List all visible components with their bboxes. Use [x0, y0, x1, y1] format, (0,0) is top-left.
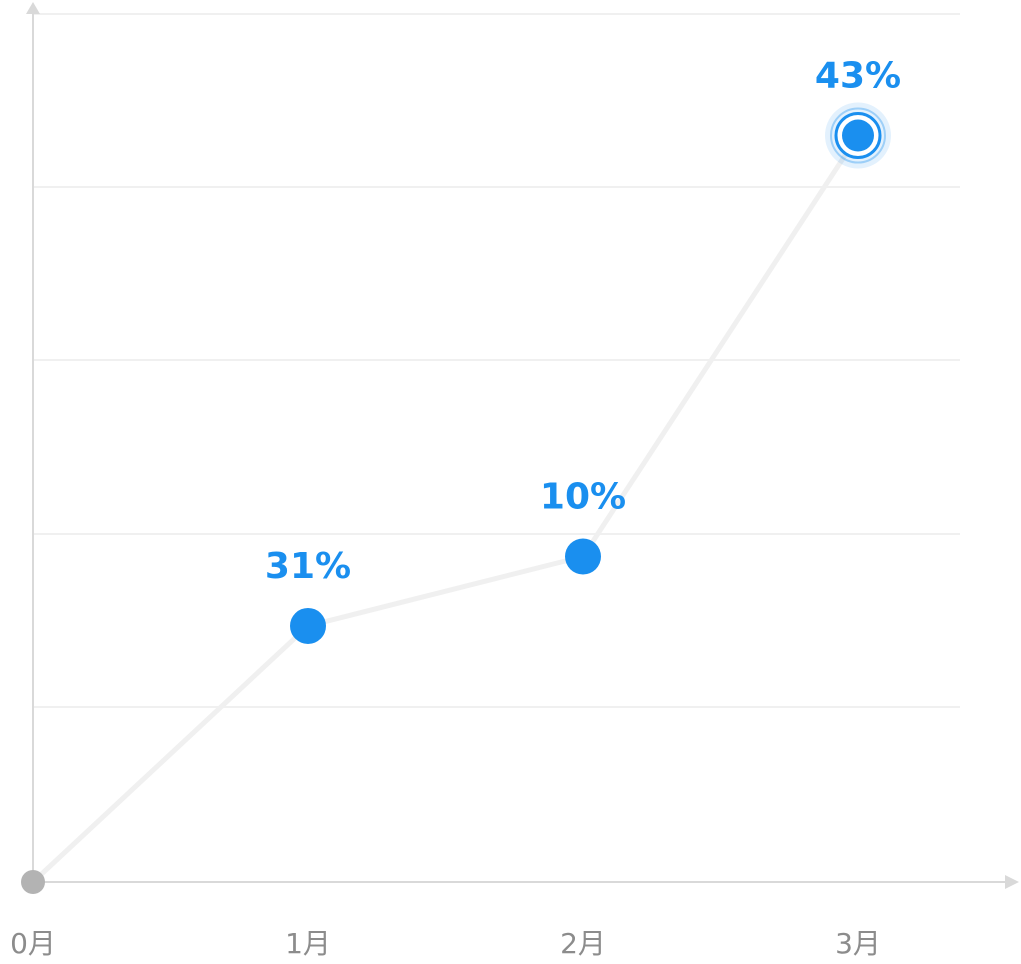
- x-tick-label-2: 2月: [560, 927, 606, 960]
- x-axis-arrow-icon: [1005, 875, 1019, 889]
- data-label-3月: 43%: [815, 56, 901, 97]
- data-label-1月: 31%: [265, 546, 351, 587]
- x-tick-label-0: 0月: [10, 927, 56, 960]
- data-point-2月: [565, 538, 601, 575]
- origin-point: [21, 870, 45, 894]
- data-point-1月: [290, 607, 326, 644]
- x-tick-label-1: 1月: [285, 927, 331, 960]
- data-point-3月: [842, 119, 874, 152]
- axes: [26, 2, 1019, 889]
- grid-lines: [33, 13, 960, 708]
- data-label-2月: 10%: [540, 477, 626, 518]
- data-labels: 31% 10% 43%: [265, 56, 901, 587]
- series-line: [30, 133, 861, 885]
- data-points: [21, 102, 891, 894]
- series-line-group: [30, 133, 861, 885]
- y-axis-arrow-icon: [26, 2, 40, 14]
- x-tick-labels: 0月 1月 2月 3月: [10, 927, 881, 960]
- x-tick-label-3: 3月: [835, 927, 881, 960]
- highlight-outer-ring: [830, 107, 886, 164]
